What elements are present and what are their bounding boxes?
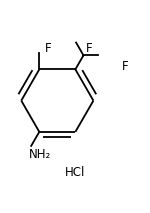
Text: F: F xyxy=(44,42,51,55)
Text: F: F xyxy=(86,42,92,55)
Text: HCl: HCl xyxy=(65,166,85,178)
Text: NH₂: NH₂ xyxy=(29,148,52,161)
Text: F: F xyxy=(122,59,129,72)
